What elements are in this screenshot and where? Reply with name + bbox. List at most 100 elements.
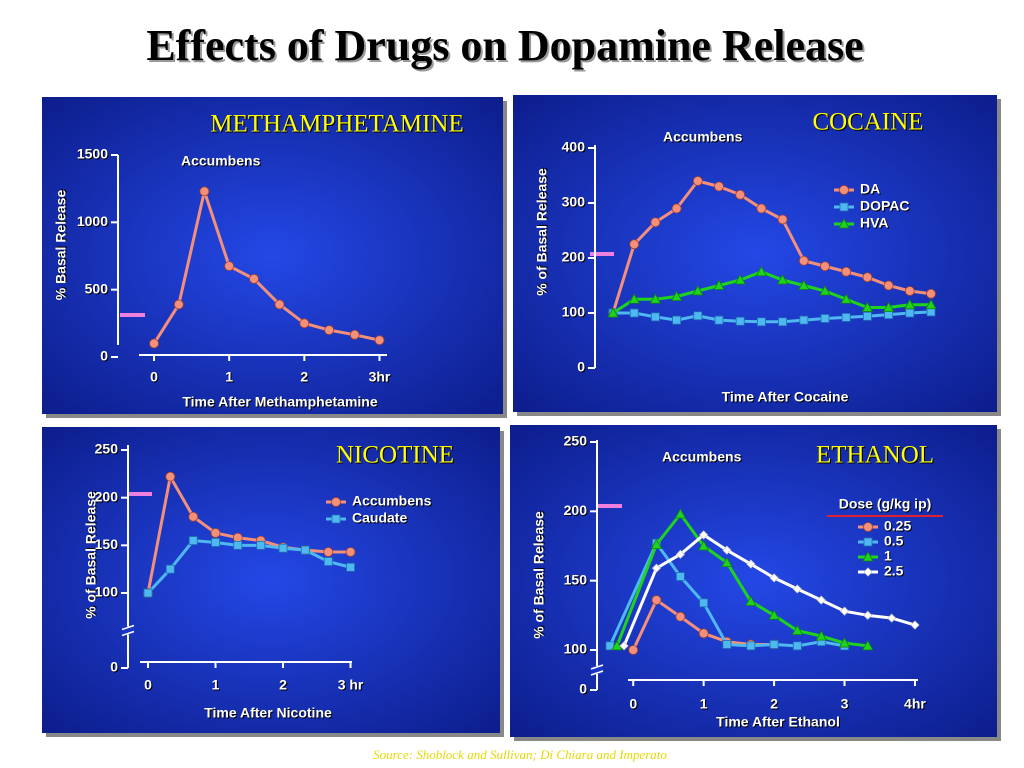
x-tick-label: 4hr	[904, 696, 926, 712]
marker	[861, 301, 874, 312]
axis-break	[121, 630, 135, 637]
y-tick-label: 0	[579, 681, 587, 697]
legend-label: 0.5	[884, 533, 904, 549]
marker	[887, 613, 897, 623]
marker	[188, 536, 198, 545]
basal-marker	[120, 313, 145, 317]
y-tick-label: 200	[564, 502, 588, 518]
legend-label: 2.5	[884, 563, 904, 579]
y-axis-label: % of Basal Release	[83, 491, 99, 619]
marker	[671, 203, 682, 214]
line	[611, 179, 932, 314]
marker	[165, 564, 175, 574]
marker	[816, 595, 826, 605]
x-axis-label: Time After Methamphetamine	[182, 394, 377, 410]
legend-marker	[863, 537, 873, 547]
marker	[734, 274, 746, 285]
marker	[735, 316, 745, 326]
marker	[840, 293, 852, 304]
chart-title: COCAINE	[812, 109, 923, 136]
marker	[346, 562, 355, 572]
basal-marker	[597, 504, 622, 508]
marker	[820, 314, 830, 323]
legend-label: DA	[860, 181, 880, 197]
chart-title: ETHANOL	[816, 442, 934, 469]
marker	[697, 540, 710, 551]
marker	[839, 606, 850, 616]
marker	[374, 335, 385, 346]
axis-break	[590, 664, 604, 670]
marker	[611, 640, 623, 651]
marker	[798, 279, 810, 290]
legend-label: DOPAC	[860, 198, 910, 214]
legend-marker	[863, 522, 873, 532]
marker	[607, 307, 619, 318]
x-tick-label: 0	[150, 369, 158, 385]
marker	[862, 640, 874, 651]
y-tick-label: 0	[100, 348, 108, 364]
legend-label: 0.25	[884, 518, 911, 534]
marker	[746, 559, 756, 569]
marker	[713, 279, 725, 290]
marker	[278, 543, 288, 553]
line	[612, 270, 931, 315]
marker	[650, 217, 661, 228]
marker	[714, 181, 724, 192]
marker	[838, 637, 851, 648]
legend-marker	[863, 567, 873, 577]
marker	[299, 318, 310, 329]
marker	[863, 610, 873, 620]
legend-label: Caudate	[352, 510, 407, 526]
source: Source: Shoblock and Sullivan; Di Chiara…	[373, 747, 667, 762]
y-tick-label: 500	[85, 280, 109, 296]
marker	[674, 508, 687, 519]
axis-break	[121, 624, 135, 631]
panel	[513, 95, 997, 412]
x-axis-label: Time After Ethanol	[716, 714, 840, 730]
marker	[699, 530, 709, 540]
y-axis-label: % of Basal Release	[531, 511, 547, 639]
marker	[863, 311, 872, 321]
y-tick-label: 400	[562, 139, 586, 155]
panels	[42, 95, 1001, 741]
marker	[755, 265, 768, 277]
marker	[722, 640, 732, 649]
marker	[904, 286, 915, 296]
marker	[672, 315, 681, 325]
marker	[233, 540, 243, 550]
marker	[324, 325, 335, 335]
legend-label: 1	[884, 548, 892, 564]
legend-marker	[839, 185, 849, 195]
marker	[841, 312, 851, 322]
marker	[619, 641, 629, 651]
marker	[792, 641, 802, 651]
marker	[819, 285, 831, 296]
marker	[345, 547, 356, 557]
slide-title: Effects of Drugs on Dopamine Release	[146, 21, 863, 70]
marker	[882, 301, 895, 312]
marker	[883, 280, 894, 291]
legend-marker	[862, 551, 874, 562]
x-tick-label: 2	[300, 369, 308, 385]
marker	[628, 645, 639, 655]
marker	[910, 620, 920, 630]
marker	[745, 595, 757, 606]
line	[146, 539, 351, 595]
axis-break	[590, 670, 604, 676]
marker	[256, 540, 266, 550]
marker	[904, 298, 916, 310]
marker	[650, 538, 663, 550]
marker	[698, 628, 709, 639]
legend-marker	[839, 202, 849, 212]
axis-break	[122, 626, 134, 635]
chart-title: NICOTINE	[336, 442, 454, 469]
legend-marker	[331, 497, 341, 507]
y-tick-label: 200	[95, 488, 119, 504]
marker	[675, 549, 685, 559]
x-axis-label: Time After Cocaine	[722, 389, 849, 405]
axis-break	[591, 666, 603, 674]
basal-markers	[120, 252, 622, 508]
marker	[769, 640, 779, 649]
marker	[249, 273, 259, 284]
marker	[675, 611, 686, 622]
